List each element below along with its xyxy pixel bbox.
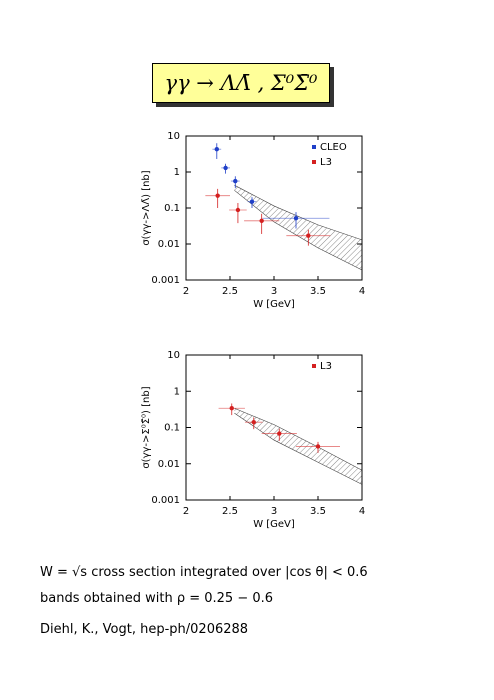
x-axis-label: W [GeV] bbox=[253, 519, 295, 530]
x-tick-label: 3.5 bbox=[310, 286, 326, 297]
band-edge bbox=[234, 412, 363, 485]
y-tick-label: 10 bbox=[167, 350, 180, 361]
legend-label: CLEO bbox=[320, 142, 347, 153]
point bbox=[214, 146, 219, 152]
y-tick-label: 1 bbox=[174, 167, 180, 178]
band-edge bbox=[234, 190, 363, 271]
point bbox=[251, 420, 256, 425]
point bbox=[315, 444, 321, 449]
legend-label: L3 bbox=[320, 361, 332, 372]
y-tick-label: 0.001 bbox=[151, 495, 180, 506]
x-tick-label: 4 bbox=[359, 286, 365, 297]
x-tick-label: 4 bbox=[359, 506, 365, 517]
y-tick-label: 0.01 bbox=[158, 459, 180, 470]
y-axis-label: σ(γγ->ΛΛ̄) [nb] bbox=[141, 170, 152, 245]
legend-marker bbox=[312, 145, 316, 149]
y-tick-label: 0.1 bbox=[164, 423, 180, 434]
legend-marker bbox=[312, 160, 316, 164]
x-axis-label: W [GeV] bbox=[253, 299, 295, 310]
point bbox=[233, 178, 238, 184]
x-tick-label: 2.5 bbox=[222, 506, 238, 517]
y-tick-label: 1 bbox=[174, 386, 180, 397]
y-tick-label: 0.01 bbox=[158, 239, 180, 250]
y-tick-label: 0.001 bbox=[151, 275, 180, 286]
point bbox=[223, 165, 228, 171]
legend-label: L3 bbox=[320, 157, 332, 168]
y-tick-label: 10 bbox=[167, 131, 180, 142]
legend-marker bbox=[312, 364, 316, 368]
point bbox=[249, 199, 255, 204]
point bbox=[215, 193, 220, 198]
band-area bbox=[234, 185, 362, 270]
point bbox=[293, 216, 299, 221]
x-tick-label: 3.5 bbox=[310, 506, 326, 517]
x-tick-label: 3 bbox=[271, 506, 277, 517]
note: Diehl, K., Vogt, hep-ph/0206288 bbox=[40, 622, 249, 637]
x-tick-label: 3 bbox=[271, 286, 277, 297]
point bbox=[306, 233, 311, 238]
y-axis-label: σ(γγ->Σ⁰Σ̄⁰) [nb] bbox=[141, 386, 152, 468]
point bbox=[277, 431, 282, 436]
point bbox=[235, 207, 241, 213]
slide-title: γγ → ΛΛ̄ , Σ⁰Σ̄⁰ bbox=[152, 63, 330, 103]
x-tick-label: 2.5 bbox=[222, 286, 238, 297]
x-tick-label: 2 bbox=[183, 506, 189, 517]
band-edge bbox=[234, 407, 363, 471]
x-tick-label: 2 bbox=[183, 286, 189, 297]
y-tick-label: 0.1 bbox=[164, 203, 180, 214]
point bbox=[259, 218, 264, 224]
note: W = √s cross section integrated over |co… bbox=[40, 565, 368, 580]
point bbox=[229, 406, 234, 411]
note: bands obtained with ρ = 0.25 − 0.6 bbox=[40, 591, 274, 606]
